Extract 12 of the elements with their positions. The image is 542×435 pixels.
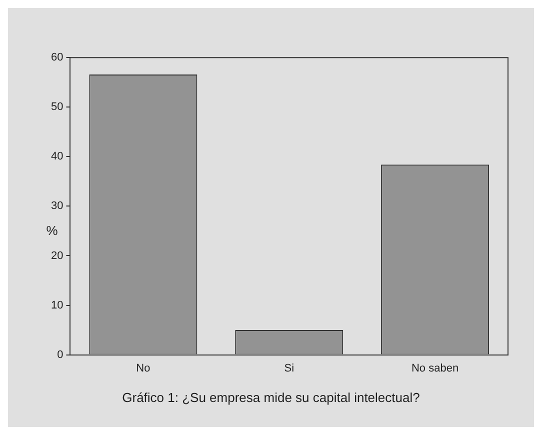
y-tick-label: 0 [57,348,64,361]
y-tick-label: 60 [50,52,64,64]
y-tick-label: 20 [50,250,64,262]
x-tick-label: Si [284,362,294,374]
y-tick-label: 40 [50,150,64,163]
text: Gráfico 1: ¿Su empresa mide su capital intelectual? [121,390,421,405]
y-axis-title: % [46,222,58,238]
y-tick-label: 10 [50,299,64,312]
y-tick-label: 50 [50,101,64,114]
y-tick-label: 30 [50,200,64,212]
x-tick-label: No saben [411,362,459,374]
x-tick-label: No [136,362,150,374]
